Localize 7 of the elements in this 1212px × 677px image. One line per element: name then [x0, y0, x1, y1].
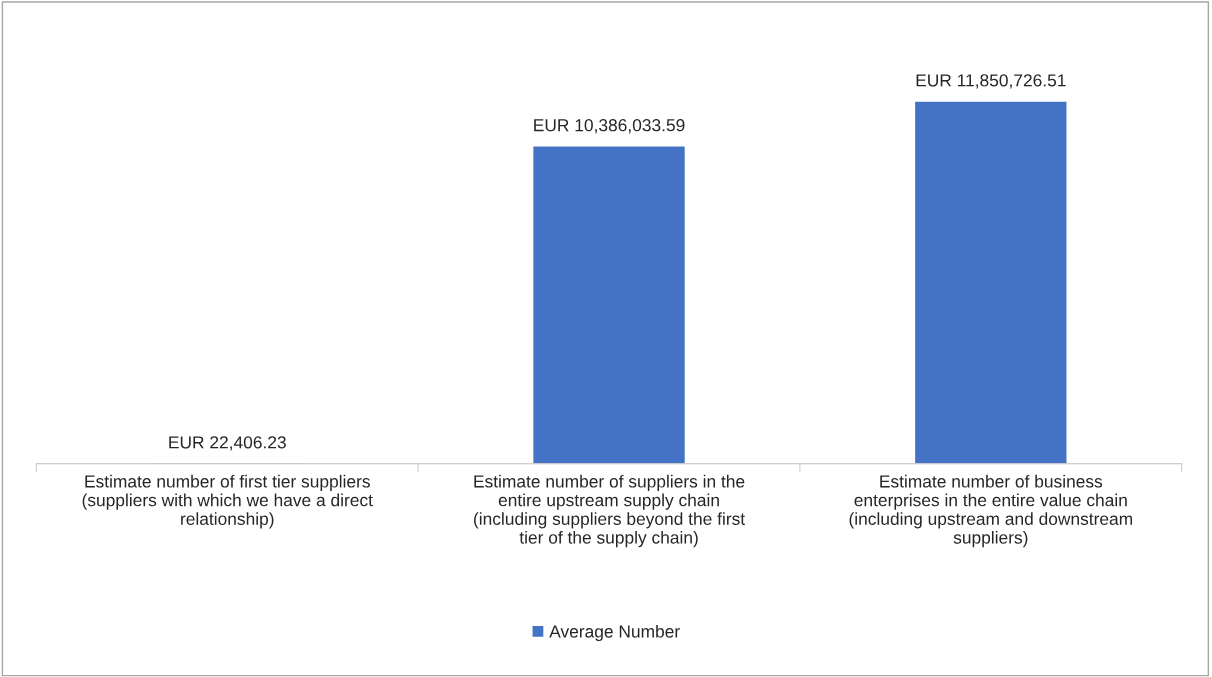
- data-label: EUR 22,406.23: [169, 436, 286, 451]
- x-tick-label: Estimate number of first tier suppliers (suppliers with which we have a direct relationship): [82, 474, 373, 529]
- data-label: EUR 10,386,033.59: [534, 119, 685, 134]
- data-label: EUR 11,850,726.51: [916, 74, 1066, 89]
- x-tick-label: Estimate number of business enterprises in the entire value chain (including upstream and downstream suppliers): [849, 474, 1133, 548]
- legend-label: Average Number: [549, 624, 680, 642]
- x-tick-label: Estimate number of suppliers in the entire upstream supply chain (including suppliers beyond the first tier of the supply chain): [474, 474, 745, 548]
